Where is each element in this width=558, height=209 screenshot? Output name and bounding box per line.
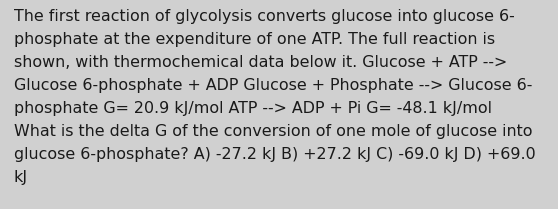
Text: phosphate at the expenditure of one ATP. The full reaction is: phosphate at the expenditure of one ATP.…: [14, 32, 495, 47]
Text: The first reaction of glycolysis converts glucose into glucose 6-: The first reaction of glycolysis convert…: [14, 9, 514, 24]
Text: shown, with thermochemical data below it. Glucose + ATP -->: shown, with thermochemical data below it…: [14, 55, 507, 70]
Text: kJ: kJ: [14, 170, 28, 185]
Text: What is the delta G of the conversion of one mole of glucose into: What is the delta G of the conversion of…: [14, 124, 532, 139]
Text: phosphate G= 20.9 kJ/mol ATP --> ADP + Pi G= -48.1 kJ/mol: phosphate G= 20.9 kJ/mol ATP --> ADP + P…: [14, 101, 492, 116]
Text: Glucose 6-phosphate + ADP Glucose + Phosphate --> Glucose 6-: Glucose 6-phosphate + ADP Glucose + Phos…: [14, 78, 532, 93]
Text: glucose 6-phosphate? A) -27.2 kJ B) +27.2 kJ C) -69.0 kJ D) +69.0: glucose 6-phosphate? A) -27.2 kJ B) +27.…: [14, 147, 536, 162]
